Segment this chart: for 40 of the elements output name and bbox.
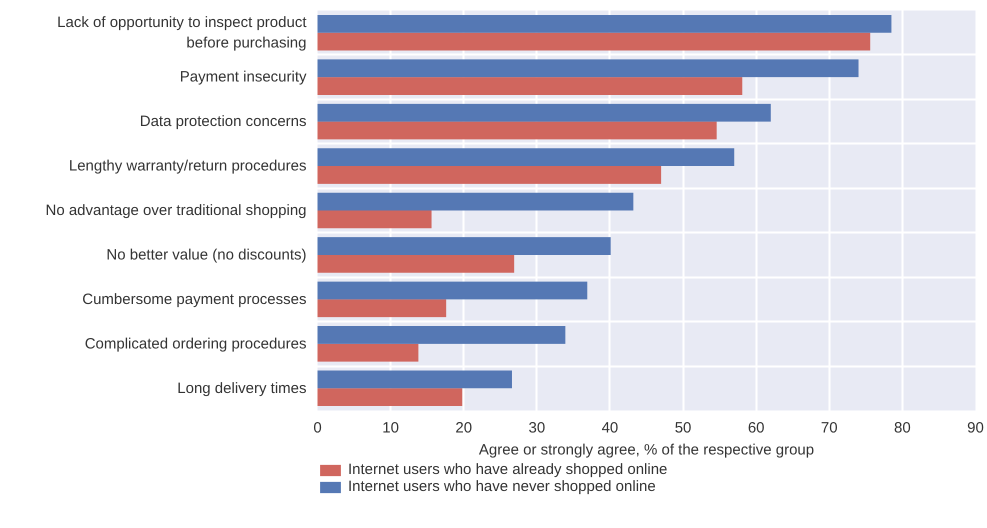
y-tick-label: Long delivery times (177, 380, 307, 397)
bar (318, 254, 514, 273)
x-tick-label: 50 (674, 420, 692, 436)
x-axis-title: Agree or strongly agree, % of the respective group (478, 442, 814, 458)
bar (318, 77, 742, 95)
bar (318, 299, 446, 318)
y-tick-label: Data protection concerns (140, 113, 307, 130)
x-tick-label: 30 (528, 420, 546, 436)
bar (318, 14, 892, 33)
bar (318, 148, 734, 166)
bar (318, 388, 462, 406)
bar (318, 370, 512, 388)
y-tick-label: Lengthy warranty/return procedures (68, 158, 307, 175)
bar (318, 237, 611, 255)
bar (318, 344, 418, 362)
bar (318, 210, 432, 228)
y-tick-label: Complicated ordering procedures (84, 335, 307, 352)
x-tick-label: 60 (748, 420, 765, 436)
bar (318, 326, 566, 344)
x-tick-label: 90 (967, 420, 984, 436)
y-tick-label: Cumbersome payment processes (82, 290, 307, 308)
x-tick-label: 0 (313, 420, 322, 436)
bar (318, 282, 588, 300)
bar (318, 192, 634, 210)
bar (318, 122, 717, 140)
legend-label: Internet users who have already shopped online (348, 461, 668, 478)
bar (318, 59, 859, 78)
x-tick-label: 20 (455, 420, 472, 436)
y-tick-label: No advantage over traditional shopping (45, 202, 306, 219)
y-tick-label: Lack of opportunity to inspect product before purchasing (57, 14, 308, 52)
bar (318, 32, 870, 50)
x-tick-label: 70 (820, 420, 838, 436)
bar (318, 166, 662, 184)
y-tick-label: Payment insecurity (180, 68, 307, 86)
x-tick-label: 40 (602, 420, 618, 436)
legend-label: Internet users who have never shopped online (348, 478, 656, 495)
x-tick-label: 10 (382, 420, 399, 436)
bar (318, 104, 771, 122)
x-tick-label: 80 (894, 420, 911, 436)
y-tick-label: No better value (no discounts) (106, 246, 307, 264)
